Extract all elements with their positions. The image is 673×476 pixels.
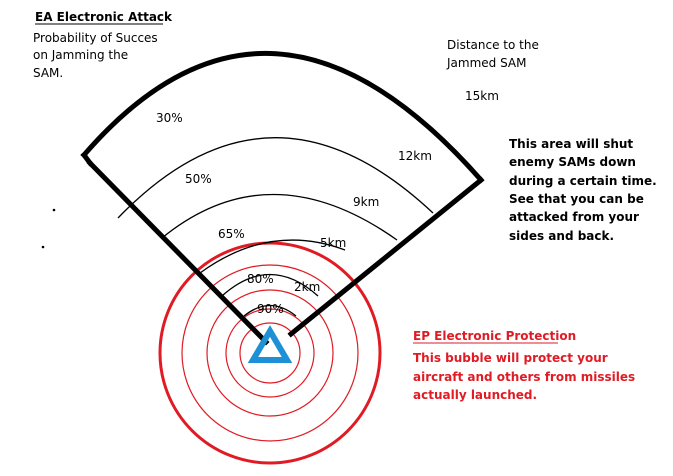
attack-sector — [80, 50, 485, 346]
ep-block: EP Electronic Protection This bubble wil… — [413, 329, 635, 402]
distance-block: Distance to the Jammed SAM — [446, 38, 539, 70]
probability-label-90: 90% — [257, 302, 284, 316]
probability-label-30: 30% — [156, 111, 183, 125]
distance-caption-line: Jammed SAM — [446, 56, 527, 70]
attack-note-line: This area will shut — [509, 137, 633, 151]
ep-title: EP Electronic Protection — [413, 329, 576, 343]
protection-ring-2 — [206, 289, 334, 417]
ep-note-line: aircraft and others from missiles — [413, 370, 635, 384]
attack-note-line: attacked from your — [509, 210, 639, 224]
range-label-2km: 2km — [294, 280, 320, 294]
ea-block: EA Electronic Attack Probability of Succ… — [33, 10, 173, 80]
stray-dot — [41, 245, 45, 249]
protection-bubble — [158, 241, 382, 465]
range-label-12km: 12km — [398, 149, 432, 163]
triangle-icon — [247, 325, 293, 363]
range-arcs — [117, 137, 434, 317]
sector-left-edge — [86, 159, 270, 346]
ea-caption-line: on Jamming the — [33, 48, 128, 62]
protection-ring-outer — [158, 241, 382, 465]
attack-note-line: during a certain time. — [509, 174, 657, 188]
probability-label-50: 50% — [185, 172, 212, 186]
range-arc-5km — [199, 239, 346, 274]
ea-caption-line: SAM. — [33, 66, 63, 80]
attack-note-line: See that you can be — [509, 192, 644, 206]
stray-dot — [52, 208, 56, 212]
probability-labels: 30% 50% 65% 80% 90% — [156, 111, 284, 316]
range-arc-9km — [161, 193, 398, 241]
probability-label-80: 80% — [247, 272, 274, 286]
range-label-9km: 9km — [353, 195, 379, 209]
ep-note-line: actually launched. — [413, 388, 537, 402]
ea-caption-line: Probability of Succes — [33, 31, 158, 45]
protection-ring-inner — [239, 322, 301, 384]
aircraft — [247, 325, 293, 363]
attack-note-line: enemy SAMs down — [509, 155, 636, 169]
attack-note-line: sides and back. — [509, 229, 614, 243]
range-arc-1km — [243, 304, 297, 317]
range-labels: 15km 12km 9km 5km 2km — [294, 89, 499, 294]
ep-note-line: This bubble will protect your — [413, 351, 608, 365]
range-arc-12km — [117, 137, 434, 219]
distance-caption-line: Distance to the — [447, 38, 539, 52]
sector-outer-arc — [80, 50, 485, 184]
ea-title: EA Electronic Attack — [35, 10, 173, 24]
protection-ring-3 — [181, 264, 359, 442]
range-label-15km: 15km — [465, 89, 499, 103]
attack-note: This area will shut enemy SAMs down duri… — [509, 137, 657, 243]
sector-right-edge — [287, 176, 485, 338]
protection-ring-1 — [225, 308, 315, 398]
range-arc-2km — [221, 274, 319, 297]
range-label-5km: 5km — [320, 236, 346, 250]
probability-label-65: 65% — [218, 227, 245, 241]
sector-left-stub — [80, 151, 94, 167]
